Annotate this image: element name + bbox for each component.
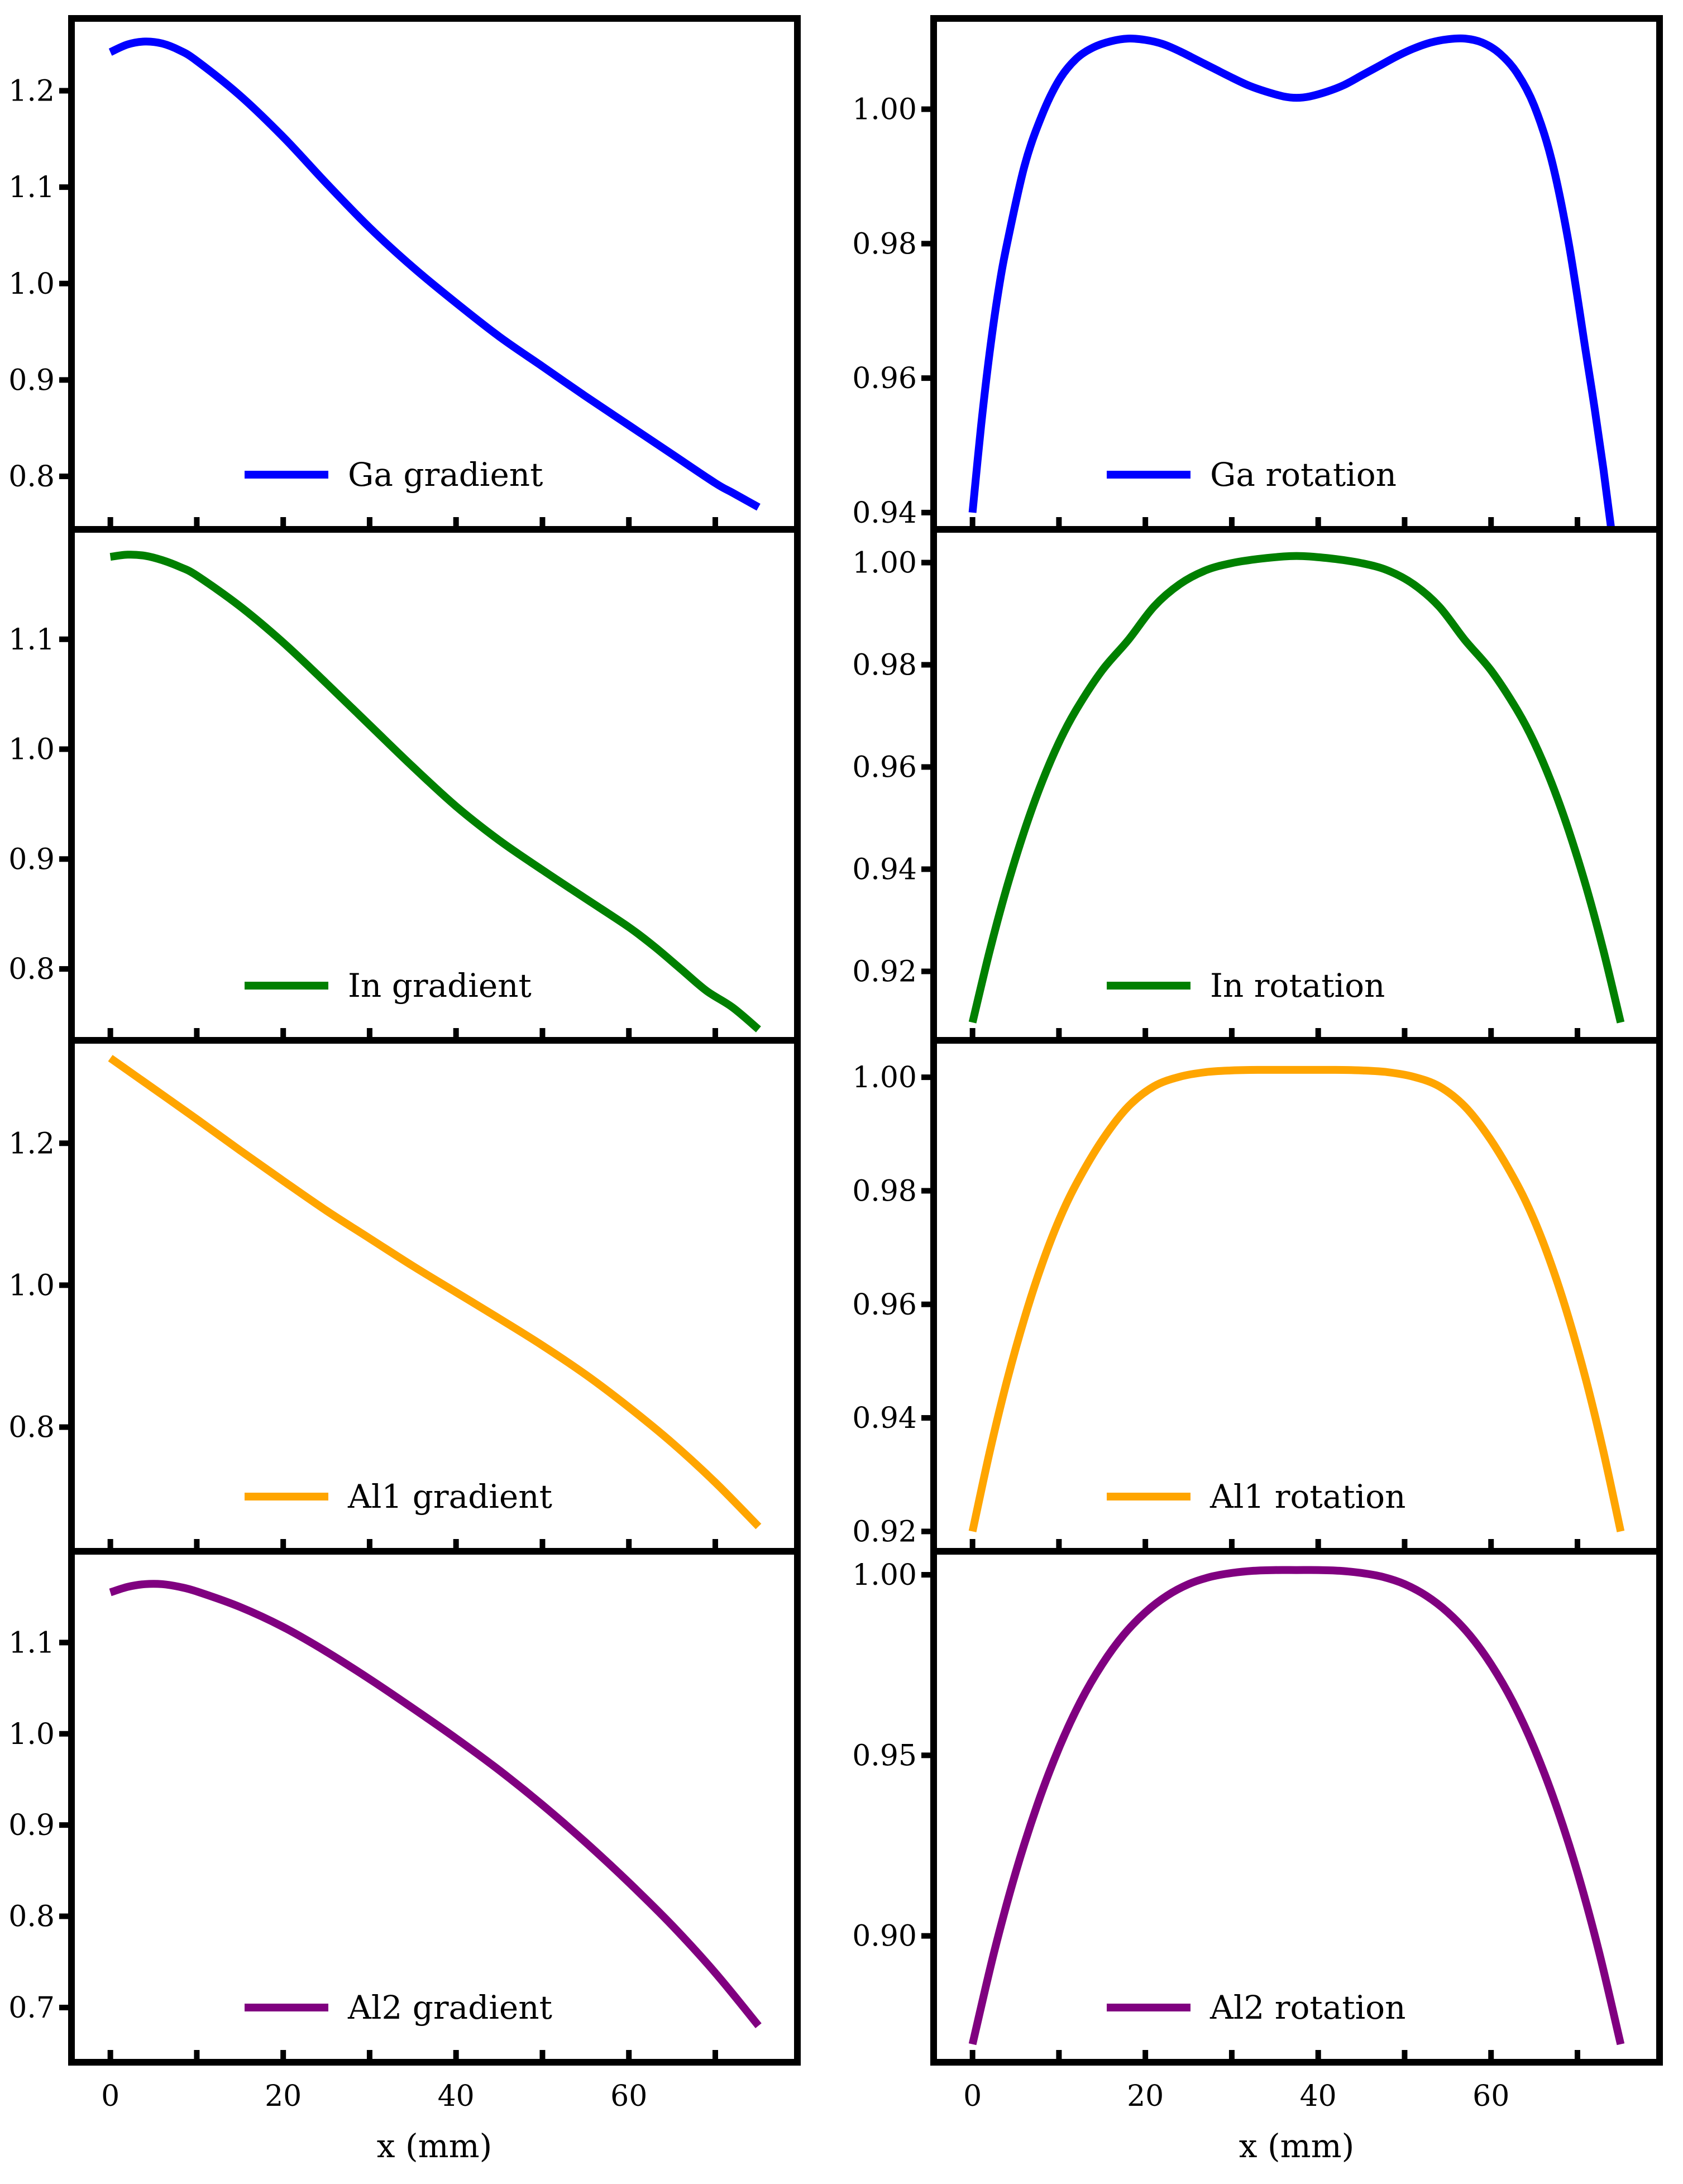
panel-1: 0.8 0.9 1.0 1.1 1.2 Ga gradient bbox=[8, 15, 801, 533]
plot-frame bbox=[930, 1037, 1663, 1555]
legend-label: Al2 rotation bbox=[1209, 1989, 1405, 2027]
y-tick-label: 1.1 bbox=[8, 171, 55, 204]
legend-label: Al1 gradient bbox=[347, 1478, 552, 1516]
y-tick-label: 0.96 bbox=[852, 1288, 917, 1322]
series-line-in-gradient bbox=[109, 551, 761, 1033]
y-tick-label: 1.00 bbox=[852, 546, 917, 580]
series-line-al1-rotation bbox=[968, 1065, 1625, 1532]
panel-3: 0.8 0.9 1.0 1.1 In gradient bbox=[8, 526, 801, 1044]
series-line-al2-gradient bbox=[109, 1580, 762, 2029]
legend-label: Ga gradient bbox=[348, 456, 543, 494]
series-line-ga-gradient bbox=[108, 37, 761, 511]
y-tick-label: 1.0 bbox=[8, 267, 55, 301]
x-tick-label: 0 bbox=[101, 2080, 119, 2113]
y-tick-label: 1.1 bbox=[8, 623, 55, 657]
y-tick-label: 1.00 bbox=[852, 1061, 917, 1095]
legend-label: In rotation bbox=[1210, 967, 1385, 1005]
y-tick-label: 0.98 bbox=[852, 1174, 917, 1208]
legend-label: Al2 gradient bbox=[347, 1989, 552, 2027]
x-tick-label: 40 bbox=[1300, 2080, 1337, 2113]
y-tick-label: 0.8 bbox=[8, 1411, 55, 1445]
y-tick-label: 0.9 bbox=[8, 364, 55, 397]
legend-label: Ga rotation bbox=[1210, 456, 1397, 494]
y-tick-label: 0.98 bbox=[852, 648, 917, 682]
series-line-al2-rotation bbox=[968, 1566, 1625, 2046]
plot-frame bbox=[68, 15, 801, 533]
panel-2: 0.94 0.96 0.98 1.00 Ga rotation bbox=[852, 15, 1663, 533]
y-tick-label: 1.00 bbox=[852, 93, 917, 127]
x-axis-title: x (mm) bbox=[1239, 2127, 1354, 2165]
y-tick-label: 0.8 bbox=[8, 953, 55, 986]
x-tick-label: 40 bbox=[438, 2080, 475, 2113]
x-axis-title: x (mm) bbox=[377, 2127, 492, 2165]
plot-frame bbox=[930, 1548, 1663, 2066]
y-tick-label: 0.94 bbox=[852, 853, 917, 886]
y-tick-label: 0.7 bbox=[8, 1991, 55, 2025]
y-tick-label: 1.0 bbox=[8, 1718, 55, 1751]
series-line-ga-rotation bbox=[968, 34, 1615, 529]
legend-label: In gradient bbox=[348, 967, 532, 1005]
y-tick-label: 0.94 bbox=[852, 496, 917, 530]
legend-label: Al1 rotation bbox=[1209, 1478, 1405, 1516]
plot-frame bbox=[68, 1037, 801, 1555]
x-tick-label: 20 bbox=[265, 2080, 302, 2113]
plot-frame bbox=[68, 1548, 801, 2066]
panel-5: 0.8 1.0 1.2 Al1 gradient bbox=[8, 1037, 801, 1555]
panel-7: 0 20 40 60 0.7 0.8 0.9 1.0 1.1 Al2 gradient x (mm) bbox=[8, 1548, 801, 2165]
x-tick-label: 60 bbox=[1472, 2080, 1509, 2113]
panel-6: 0.92 0.94 0.96 0.98 1.00 Al1 rotation bbox=[852, 1037, 1663, 1555]
y-tick-label: 0.98 bbox=[852, 227, 917, 261]
y-tick-label: 1.2 bbox=[8, 1127, 55, 1160]
x-tick-label: 20 bbox=[1127, 2080, 1164, 2113]
y-tick-label: 0.92 bbox=[852, 955, 917, 988]
y-tick-label: 0.8 bbox=[8, 1900, 55, 1934]
x-tick-label: 0 bbox=[963, 2080, 982, 2113]
y-tick-label: 1.0 bbox=[8, 1269, 55, 1302]
y-tick-label: 1.2 bbox=[8, 74, 55, 108]
y-tick-label: 0.96 bbox=[852, 362, 917, 395]
y-tick-label: 0.95 bbox=[852, 1739, 917, 1772]
y-tick-label: 1.0 bbox=[8, 733, 55, 767]
x-tick-label: 60 bbox=[610, 2080, 647, 2113]
series-line-in-rotation bbox=[968, 552, 1625, 1024]
y-tick-label: 1.1 bbox=[8, 1626, 55, 1660]
y-tick-label: 0.94 bbox=[852, 1402, 917, 1435]
y-tick-label: 0.8 bbox=[8, 460, 55, 494]
y-tick-label: 0.96 bbox=[852, 751, 917, 784]
y-tick-label: 0.9 bbox=[8, 1809, 55, 1842]
series-line-al1-gradient bbox=[108, 1055, 762, 1530]
panel-4: 0.92 0.94 0.96 0.98 1.00 In rotation bbox=[852, 526, 1663, 1044]
panel-8: 0 20 40 60 0.90 0.95 1.00 Al2 rotation x (mm) bbox=[852, 1548, 1663, 2165]
y-tick-label: 0.90 bbox=[852, 1920, 917, 1953]
y-tick-label: 0.92 bbox=[852, 1515, 917, 1549]
y-tick-label: 1.00 bbox=[852, 1559, 917, 1592]
y-tick-label: 0.9 bbox=[8, 843, 55, 876]
